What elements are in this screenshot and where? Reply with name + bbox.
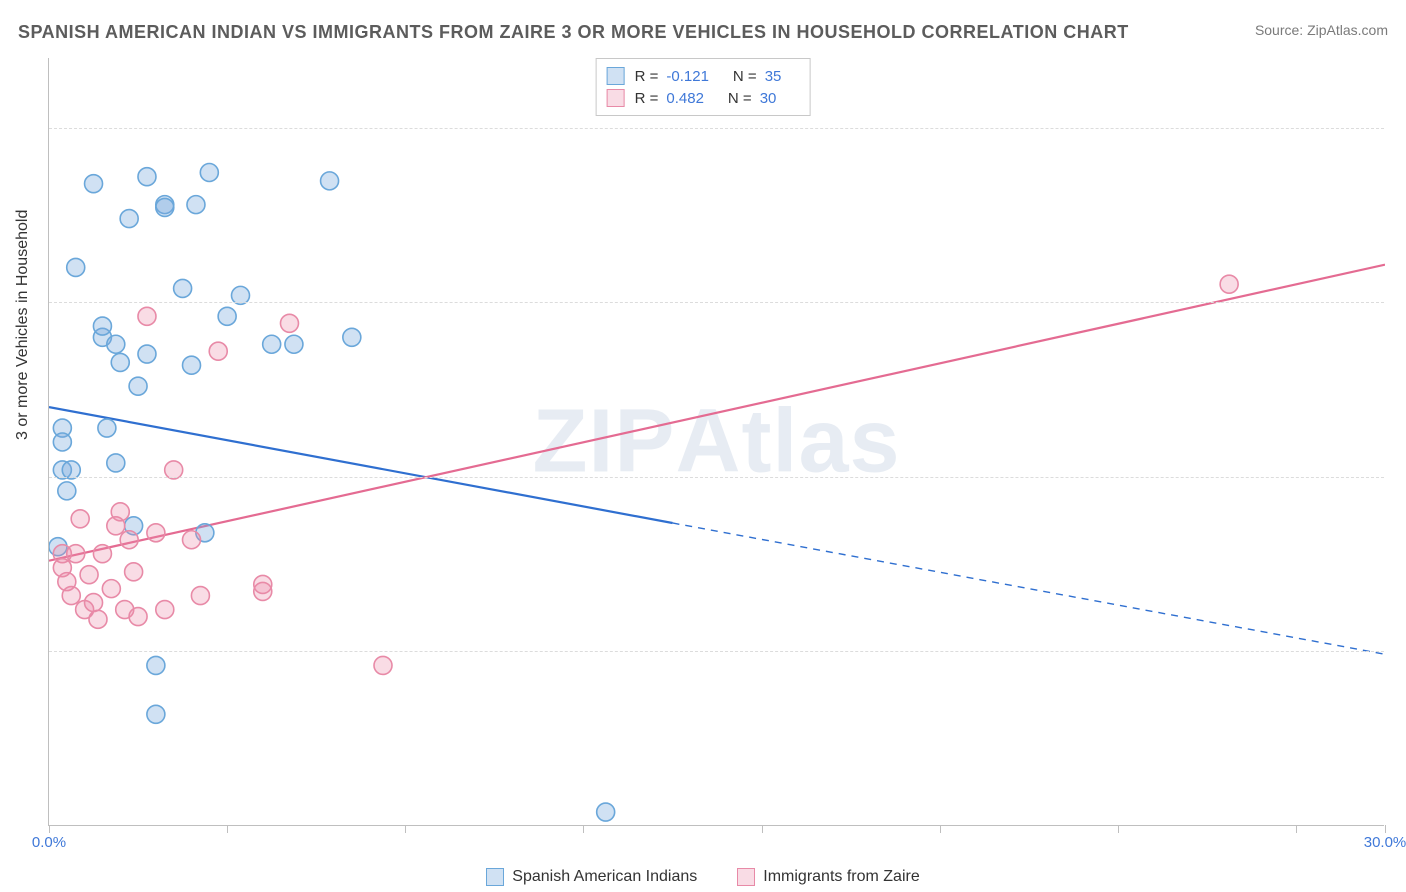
plot-svg (49, 58, 1385, 826)
swatch-zaire-bottom (737, 868, 755, 886)
r-value-sai: -0.121 (666, 68, 709, 85)
legend-item-zaire: Immigrants from Zaire (737, 868, 919, 886)
stats-row-zaire: R = 0.482 N = 30 (607, 87, 796, 109)
legend-label-zaire: Immigrants from Zaire (763, 868, 919, 886)
y-axis-label: 3 or more Vehicles in Household (14, 210, 32, 440)
source-label: Source: ZipAtlas.com (1255, 22, 1388, 38)
n-value-sai: 35 (765, 68, 782, 85)
swatch-zaire (607, 89, 625, 107)
stats-row-sai: R = -0.121 N = 35 (607, 65, 796, 87)
r-value-zaire: 0.482 (666, 90, 704, 107)
chart-title: SPANISH AMERICAN INDIAN VS IMMIGRANTS FR… (18, 22, 1129, 43)
legend-label-sai: Spanish American Indians (512, 868, 697, 886)
swatch-sai-bottom (486, 868, 504, 886)
stats-legend: R = -0.121 N = 35 R = 0.482 N = 30 (596, 58, 811, 116)
swatch-sai (607, 67, 625, 85)
bottom-legend: Spanish American Indians Immigrants from… (0, 868, 1406, 886)
n-value-zaire: 30 (760, 90, 777, 107)
plot-area: ZIPAtlas 12.5%25.0%37.5%50.0%0.0%30.0% (48, 58, 1384, 826)
correlation-chart: SPANISH AMERICAN INDIAN VS IMMIGRANTS FR… (0, 0, 1406, 892)
legend-item-sai: Spanish American Indians (486, 868, 697, 886)
